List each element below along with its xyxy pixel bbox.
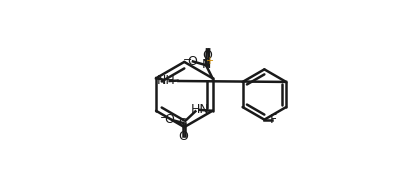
Text: −: − (183, 55, 193, 65)
Text: +: + (205, 56, 214, 66)
Text: O: O (187, 55, 197, 68)
Text: F: F (270, 113, 277, 126)
Text: O: O (164, 113, 174, 126)
Text: O: O (178, 130, 188, 143)
Text: N: N (202, 58, 211, 71)
Text: NH: NH (157, 74, 176, 87)
Text: −: − (160, 113, 169, 123)
Text: HN: HN (191, 103, 210, 116)
Text: O: O (202, 49, 212, 62)
Text: C: C (179, 118, 186, 128)
